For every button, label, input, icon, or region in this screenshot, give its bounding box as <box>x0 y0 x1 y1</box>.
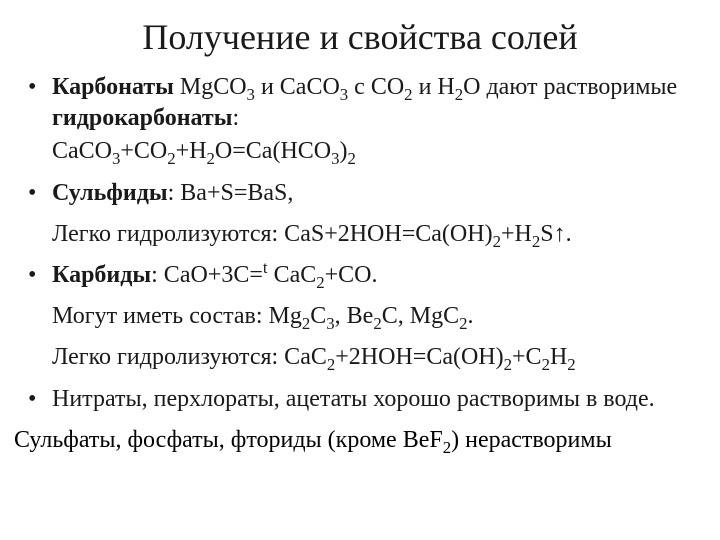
text-run: 3 <box>247 85 255 104</box>
text-run: 3 <box>340 85 348 104</box>
list-item: Карбиды: CaO+3C=t CaC2+CO. <box>22 260 698 291</box>
text-run: 2 <box>493 232 501 251</box>
text-run: 2 <box>504 355 512 374</box>
text-run: 2 <box>302 314 310 333</box>
text-run: 2 <box>404 85 412 104</box>
text-run: 2 <box>316 273 324 292</box>
text-run: 2 <box>348 149 356 168</box>
text-run: t <box>263 258 268 277</box>
text-run: Сульфиды <box>52 180 168 206</box>
text-run: 2 <box>459 314 467 333</box>
last-line: Сульфаты, фосфаты, фториды (кроме BeF2) … <box>14 425 706 456</box>
text-run: 2 <box>532 232 540 251</box>
text-run: 2 <box>327 355 335 374</box>
text-run: гидрокарбонаты <box>52 105 232 131</box>
bullet-list: Карбонаты MgCO3 и CaCO3 с CO2 и H2O дают… <box>14 72 706 415</box>
text-run: 2 <box>542 355 550 374</box>
text-run: Карбонаты <box>52 74 174 100</box>
text-run: 3 <box>326 314 334 333</box>
list-item: Нитраты, перхлораты, ацетаты хорошо раст… <box>22 384 698 415</box>
text-run: 2 <box>207 149 215 168</box>
text-run: 2 <box>567 355 575 374</box>
text-run: 2 <box>167 149 175 168</box>
list-item: Сульфиды: Ba+S=BaS, <box>22 178 698 209</box>
list-item-continuation: CaCO3+CO2+H2O=Ca(HCO3)2 <box>52 136 698 167</box>
list-item: Могут иметь состав: Mg2C3, Be2C, MgC2. <box>22 301 698 332</box>
text-run: 2 <box>455 85 463 104</box>
text-run: 2 <box>443 437 451 456</box>
text-run: 2 <box>373 314 381 333</box>
list-item: Карбонаты MgCO3 и CaCO3 с CO2 и H2O дают… <box>22 72 698 168</box>
slide-title: Получение и свойства солей <box>14 16 706 58</box>
text-run: Карбиды <box>52 262 151 288</box>
slide: Получение и свойства солей Карбонаты MgC… <box>0 0 720 540</box>
list-item: Легко гидролизуются: CaS+2HOH=Ca(OH)2+H2… <box>22 219 698 250</box>
text-run: 3 <box>331 149 339 168</box>
list-item: Легко гидролизуются: CaC2+2HOH=Ca(OH)2+C… <box>22 342 698 373</box>
text-run: 3 <box>112 149 120 168</box>
